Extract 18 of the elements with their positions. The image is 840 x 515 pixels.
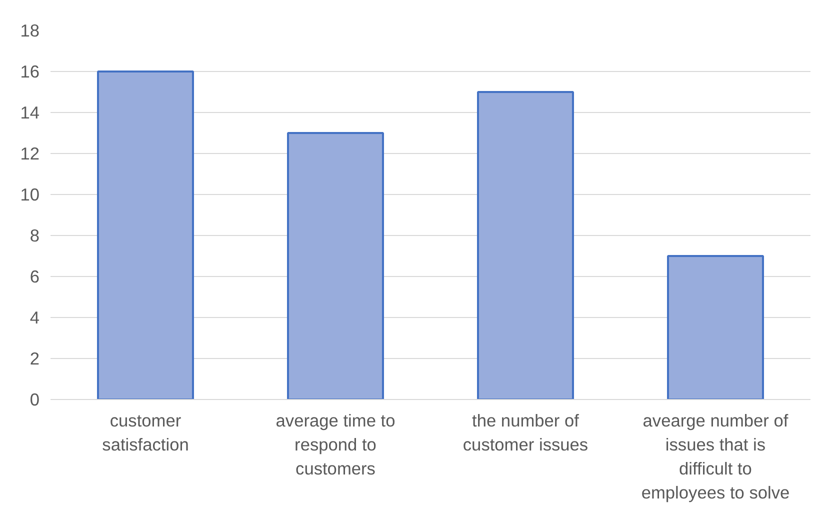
y-tick-label: 2 [30,348,40,368]
x-tick-label: the number of customer issues [462,410,588,454]
bar [667,255,764,400]
bar [477,91,574,400]
y-tick-label: 10 [20,184,40,204]
y-tick-label: 8 [30,226,40,246]
bar [97,70,194,400]
x-tick-label: customer satisfaction [102,410,189,454]
y-tick-label: 6 [30,266,40,286]
y-tick-label: 14 [20,102,40,122]
x-tick-label: avearge number of issues that is difficult to employees to solve [641,410,790,502]
y-tick-label: 0 [30,390,40,410]
y-tick-label: 18 [20,20,40,40]
y-tick-label: 16 [20,62,40,82]
y-tick-label: 12 [20,144,40,164]
x-tick-label: average time to respond to customers [276,410,396,478]
bar [287,132,384,400]
y-tick-label: 4 [30,308,40,328]
